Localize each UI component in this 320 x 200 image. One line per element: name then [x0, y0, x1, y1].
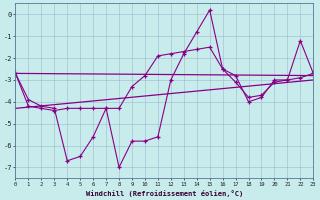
X-axis label: Windchill (Refroidissement éolien,°C): Windchill (Refroidissement éolien,°C): [86, 190, 243, 197]
